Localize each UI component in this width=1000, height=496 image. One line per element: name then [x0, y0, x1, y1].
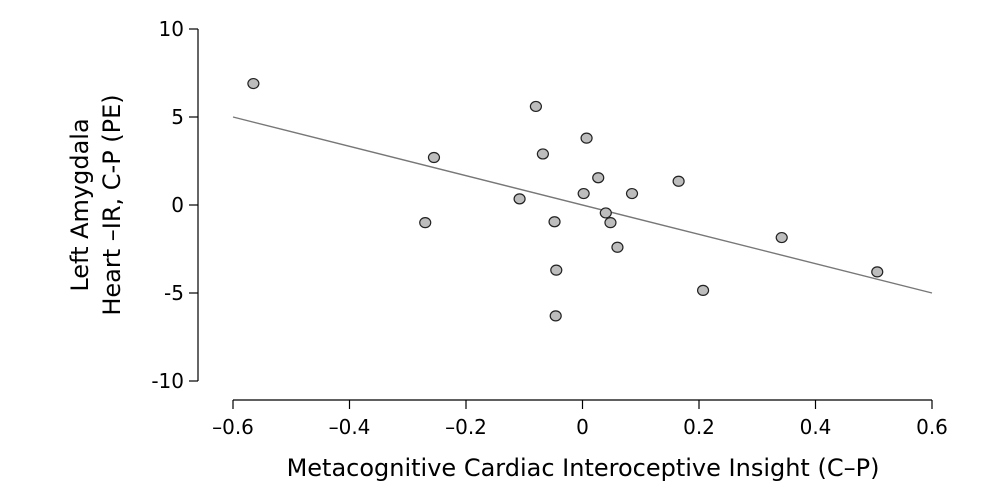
- data-point: [775, 231, 788, 244]
- y-tick-label: 10: [159, 17, 184, 41]
- y-axis-title-group: Left Amygdala Heart –IR, C-P (PE): [66, 94, 126, 315]
- y-axis-title-line2: Heart –IR, C-P (PE): [98, 94, 126, 315]
- data-point: [548, 216, 561, 228]
- y-tick-label: 0: [171, 193, 184, 217]
- regression-line: [232, 116, 933, 294]
- data-point: [604, 217, 617, 229]
- x-tick-label: –0.2: [445, 415, 487, 439]
- data-point: [513, 193, 526, 205]
- data-point: [672, 175, 685, 187]
- data-point: [577, 187, 590, 200]
- data-point: [580, 132, 593, 144]
- y-axis-title-line1: Left Amygdala: [66, 118, 94, 291]
- data-point: [592, 172, 605, 184]
- data-points: [247, 77, 884, 322]
- y-axis: -10 -5 0 5 10: [151, 17, 199, 393]
- y-tick-label: -5: [164, 281, 184, 305]
- x-axis: –0.6 –0.4 –0.2 0 0.2 0.4 0.6: [212, 399, 948, 439]
- x-tick-label: 0: [576, 415, 589, 439]
- x-tick-label: 0.4: [800, 415, 832, 439]
- y-tick-label: -10: [151, 369, 184, 393]
- data-point: [550, 264, 563, 276]
- x-axis-title: Metacognitive Cardiac Interoceptive Insi…: [287, 454, 880, 482]
- data-point: [247, 77, 260, 90]
- x-tick-label: 0.6: [916, 415, 948, 439]
- data-point: [611, 241, 624, 253]
- x-tick-label: –0.4: [329, 415, 371, 439]
- data-point: [419, 217, 432, 229]
- data-point: [625, 187, 639, 200]
- data-point: [696, 284, 710, 296]
- regression-line-group: [232, 116, 933, 294]
- data-point: [871, 266, 884, 278]
- x-tick-label: 0.2: [683, 415, 715, 439]
- data-point: [599, 207, 612, 219]
- data-point: [536, 148, 549, 160]
- data-point: [549, 310, 562, 322]
- data-point: [427, 151, 441, 164]
- x-tick-label: –0.6: [212, 415, 254, 439]
- data-point: [529, 100, 543, 113]
- y-tick-label: 5: [171, 105, 184, 129]
